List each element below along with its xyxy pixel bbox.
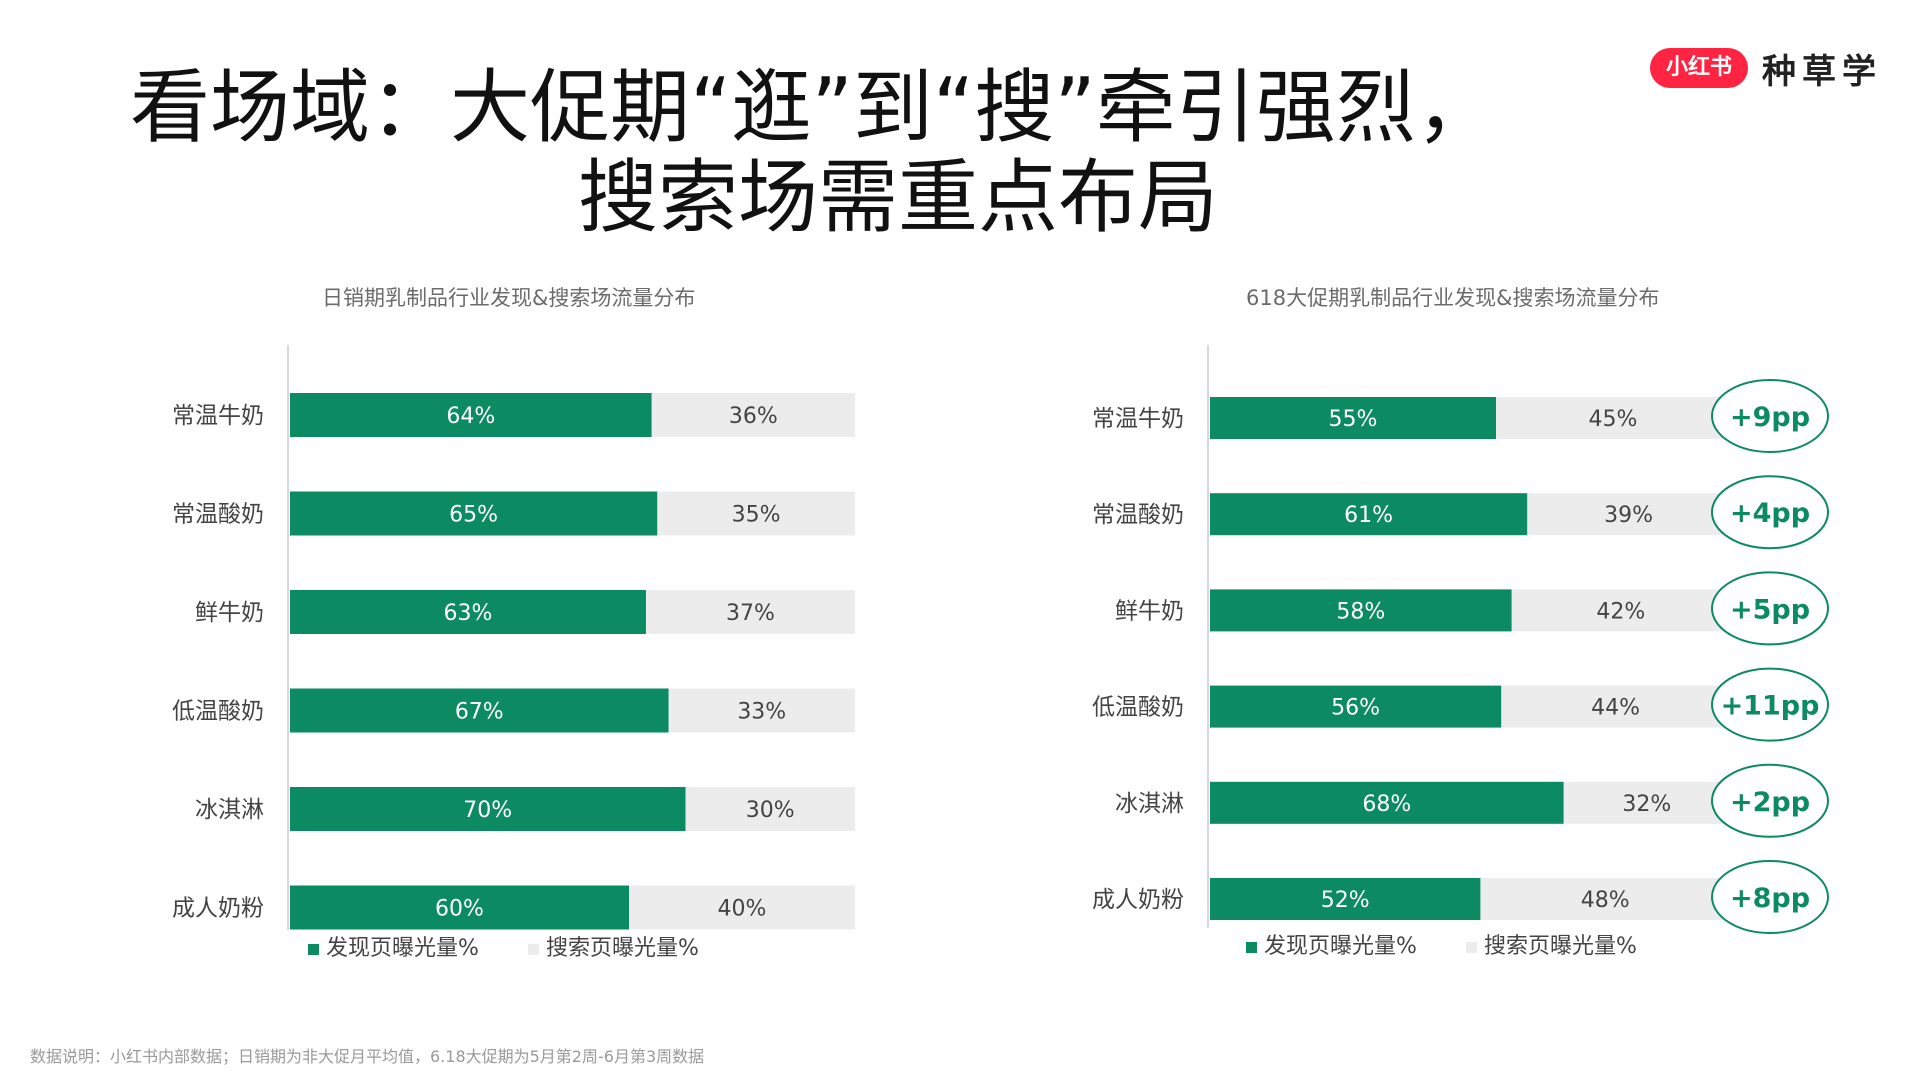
- legend-swatch: [1466, 942, 1477, 953]
- data-label-search: 39%: [1604, 503, 1653, 528]
- delta-annotation: +2pp: [1711, 763, 1829, 838]
- data-label-discover: 52%: [1321, 888, 1370, 913]
- bar-search: [1496, 397, 1730, 439]
- data-label-discover: 63%: [444, 601, 493, 626]
- bar-search: [1527, 493, 1730, 536]
- data-label-search: 35%: [732, 503, 781, 528]
- data-label-discover: 61%: [1344, 503, 1393, 528]
- category-label: 冰淇淋: [195, 797, 264, 823]
- delta-ring: [1711, 379, 1829, 453]
- delta-annotation: +9pp: [1711, 379, 1829, 453]
- legend-label: 发现页曝光量%: [326, 936, 479, 961]
- delta-label: +11pp: [1721, 691, 1820, 722]
- data-label-discover: 64%: [446, 404, 495, 429]
- category-label: 冰淇淋: [1115, 791, 1184, 817]
- legend-label: 搜索页曝光量%: [546, 936, 699, 961]
- data-label-search: 45%: [1589, 407, 1638, 432]
- delta-label: +9pp: [1730, 402, 1810, 433]
- data-label-discover: 68%: [1362, 792, 1411, 817]
- bar-discover: [1210, 781, 1564, 824]
- delta-annotation: +8pp: [1711, 860, 1829, 934]
- data-label-discover: 58%: [1336, 599, 1385, 624]
- bar-search: [651, 393, 855, 437]
- data-label-search: 37%: [726, 601, 775, 626]
- legend-label: 搜索页曝光量%: [1484, 934, 1637, 959]
- category-label: 成人奶粉: [172, 896, 264, 922]
- bar-discover: [290, 393, 652, 437]
- category-label: 成人奶粉: [1092, 887, 1184, 913]
- category-label: 常温酸奶: [1092, 502, 1184, 528]
- data-label-search: 42%: [1596, 599, 1645, 624]
- bar-discover: [290, 491, 658, 536]
- delta-label: +8pp: [1730, 883, 1810, 914]
- category-label: 常温牛奶: [172, 403, 264, 429]
- data-label-search: 33%: [737, 700, 786, 725]
- bar-search: [1563, 781, 1730, 824]
- data-label-discover: 67%: [455, 700, 504, 725]
- chart-legend: 发现页曝光量% 搜索页曝光量%: [308, 936, 699, 961]
- bar-discover: [1210, 878, 1481, 920]
- delta-annotation: +5pp: [1711, 571, 1829, 646]
- data-label-discover: 55%: [1329, 407, 1378, 432]
- chart-618-promo: 常温牛奶 55% 45% +9pp 常温酸奶 61% 39% +4pp 鲜牛奶 58% 42% +5p…: [1092, 345, 1829, 959]
- data-label-discover: 70%: [463, 798, 512, 823]
- data-label-discover: 65%: [449, 503, 498, 528]
- bar-discover: [1210, 493, 1528, 536]
- bar-discover: [290, 787, 686, 831]
- bar-search: [668, 688, 855, 733]
- category-label: 鲜牛奶: [195, 600, 264, 626]
- category-label: 低温酸奶: [1092, 695, 1184, 721]
- delta-ring: [1711, 475, 1829, 550]
- category-label: 低温酸奶: [172, 699, 264, 725]
- delta-annotation: +11pp: [1711, 667, 1829, 742]
- data-label-discover: 60%: [435, 897, 484, 922]
- brand-logo: 小红书 种草学: [1650, 46, 1883, 92]
- chart-title-618: 618大促期乳制品行业发现&搜索场流量分布: [1246, 286, 1660, 310]
- chart-title-daily: 日销期乳制品行业发现&搜索场流量分布: [322, 286, 696, 310]
- category-label: 鲜牛奶: [1115, 598, 1184, 624]
- data-label-search: 32%: [1622, 792, 1671, 817]
- page-title-line-1: 看场域：大促期“逛”到“搜”牵引强烈，: [130, 61, 1496, 154]
- delta-label: +5pp: [1730, 594, 1810, 625]
- bar-discover: [1210, 685, 1502, 728]
- category-label: 常温酸奶: [172, 502, 264, 528]
- category-label: 常温牛奶: [1092, 406, 1184, 432]
- delta-ring: [1711, 763, 1829, 838]
- brand-badge: 小红书: [1650, 48, 1749, 88]
- bar-discover: [1210, 397, 1496, 439]
- data-label-discover: 56%: [1331, 696, 1380, 721]
- delta-ring: [1711, 667, 1829, 742]
- data-label-search: 36%: [729, 404, 778, 429]
- bar-search: [1511, 589, 1730, 632]
- delta-label: +4pp: [1730, 498, 1810, 529]
- page-title-line-2: 搜索场需重点布局: [578, 151, 1218, 244]
- legend-swatch: [528, 944, 539, 955]
- bar-search: [657, 491, 855, 536]
- legend-swatch: [308, 944, 319, 955]
- data-label-search: 48%: [1581, 888, 1630, 913]
- data-label-search: 40%: [718, 897, 767, 922]
- data-label-search: 30%: [746, 798, 795, 823]
- bar-discover: [1210, 589, 1512, 632]
- delta-label: +2pp: [1730, 787, 1810, 818]
- bar-discover: [290, 590, 646, 634]
- delta-ring: [1711, 860, 1829, 934]
- bar-search: [645, 590, 855, 634]
- bar-discover: [290, 885, 629, 930]
- delta-ring: [1711, 571, 1829, 646]
- bar-search: [1501, 685, 1730, 728]
- data-footnote: 数据说明：小红书内部数据；日销期为非大促月平均值，6.18大促期为5月第2周-6…: [30, 1047, 705, 1066]
- delta-annotation: +4pp: [1711, 475, 1829, 550]
- bar-discover: [290, 688, 669, 733]
- chart-legend: 发现页曝光量% 搜索页曝光量%: [1246, 934, 1637, 959]
- bar-search: [629, 885, 855, 930]
- bar-search: [1480, 878, 1730, 920]
- data-label-search: 44%: [1591, 696, 1640, 721]
- chart-daily-sales: 常温牛奶 64% 36% 常温酸奶 65% 35% 鲜牛奶 63% 37% 低温酸奶 67% 33% 冰…: [172, 345, 855, 961]
- brand-text: 种草学: [1762, 51, 1883, 92]
- legend-swatch: [1246, 942, 1257, 953]
- legend-label: 发现页曝光量%: [1264, 934, 1417, 959]
- bar-search: [685, 787, 855, 831]
